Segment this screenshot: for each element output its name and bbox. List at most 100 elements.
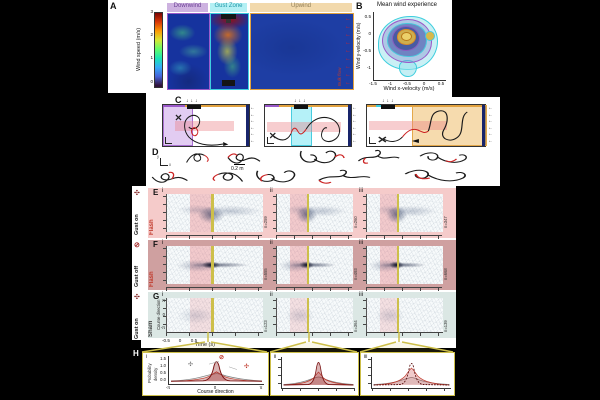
scale-bar [234,164,245,165]
arena-top-line [367,105,485,107]
panel-c-label: C [175,95,182,105]
density-blob [277,298,353,332]
row-g-letter: G [153,292,160,301]
density-curves [170,361,263,382]
y-ticks [273,196,276,230]
subpanel-marker: ii [270,188,273,194]
x-tick-label: 0 [213,384,217,390]
bulk-flow-arrows: ← ← ← ← ← ← ← ← ← [345,16,351,86]
sample-size: n=123 [263,320,268,332]
y-tick-label: 0.0 [160,377,166,382]
panel-b-xtick: -1 [387,81,393,86]
density-blob [367,298,443,332]
fan-icon-guston-legend: ✣ [244,364,250,370]
density-plot [368,357,451,391]
odor-plume-band [369,120,448,131]
sample-size: n=493 [353,268,358,280]
time-axis-label: Time (s) [180,342,230,349]
upwind-wall [348,105,351,146]
arena-gust-zone [264,104,352,147]
trajectory-thumbnail [357,149,400,164]
gust-pipe-top-stem [226,19,231,23]
panel-b-label: B [356,1,363,11]
sample-size: n=259 [263,216,268,228]
sample-size: n=364 [353,320,358,332]
zone-header-gust-zone: Gust Zone [210,3,247,12]
y-ticks [273,248,276,282]
zone-header-downwind: Downwind [167,3,208,12]
upwind-wall [246,105,249,146]
odor-plume-band [175,121,234,132]
subpanel-marker: i [162,240,164,246]
subpanel-marker: iii [364,354,368,360]
fan-off-icon: ⊘ [134,242,140,249]
trajectory-thumbnail [186,153,209,163]
x-ticks [282,388,355,391]
margin-patch [456,186,500,400]
scale-bar-label: 0.2 m [231,166,244,172]
arena-top-line-purple [163,105,186,107]
fan-icon-sham-legend: ✣ [188,362,194,368]
sham-event-line [211,298,214,332]
trajectory-thumbnail [404,169,466,182]
margin-patch [452,0,500,97]
x-tick-label: -π [165,384,171,390]
row-e-stimulus: Flash [149,219,155,235]
y-tick-label: 1.5 [160,356,166,361]
panel-b-xtick: -0.5 [403,81,411,86]
subpanel-marker: iii [359,240,363,246]
x-axis [166,235,262,236]
row-e-letter: E [153,188,159,197]
raster-f-i [163,246,263,284]
x-axis-ticks [366,288,442,291]
x-axis-ticks [166,333,262,336]
gust-off-legend-icon: ⊘ [219,355,225,361]
trajectory-thumbnail [419,152,467,163]
trajectory-thumbnail [256,170,296,183]
colorbar-tick: 1 [150,55,153,60]
colorbar [154,12,163,88]
density-blob [167,298,263,332]
contour-small-blob [425,31,435,41]
raster-g-ii [273,298,353,333]
sample-size: n=260 [353,216,358,228]
density-panel-iii: iii [360,352,455,396]
density-plot [278,357,355,391]
time-tick-label: 0 [178,338,182,343]
raster-f-iii [363,246,443,284]
subpanel-marker: iii [359,292,363,298]
density-panel-ii: ii [270,352,359,396]
gust-inlet-arrows: ↓↓↓ [186,98,200,104]
colorbar-label: Wind speed (m/s) [136,27,142,71]
subpanel-marker: ii [270,292,273,298]
panel-b-plot [373,12,446,81]
colorbar-tick: 0 [150,79,153,84]
panel-b-xtick: 0.5 [437,81,445,86]
panel-d-label: D [152,147,159,157]
contour-gold-core [401,32,412,41]
y-ticks [163,196,166,230]
heatmap-upwind [250,13,354,90]
sham-event-line [306,298,310,332]
gust-inlet-arrows: ↓↓↓ [294,98,308,104]
upwind-wall [482,105,485,146]
margin-patch [108,186,132,340]
subpanel-marker: i [162,292,164,298]
gust-window-band [289,298,309,332]
axis-mini-icon [267,137,274,144]
panel-b-ytick: 0.5 [364,14,371,19]
x-axis-ticks [366,333,442,336]
density-plot [168,356,264,385]
trajectory-thumbnail [212,172,244,182]
raster-g-iii [363,298,443,333]
x-axis [276,287,352,288]
y-ticks [363,300,366,330]
flight-trajectory [175,114,229,146]
flight-trajectory [269,116,341,142]
flash-event-line [306,246,310,284]
panel-b-title: Mean wind experience [376,2,438,8]
axis-y-label: y [157,154,160,159]
trajectory-thumbnail [151,171,188,183]
y-ticks [163,300,166,330]
axis-mini-icon [160,158,168,166]
